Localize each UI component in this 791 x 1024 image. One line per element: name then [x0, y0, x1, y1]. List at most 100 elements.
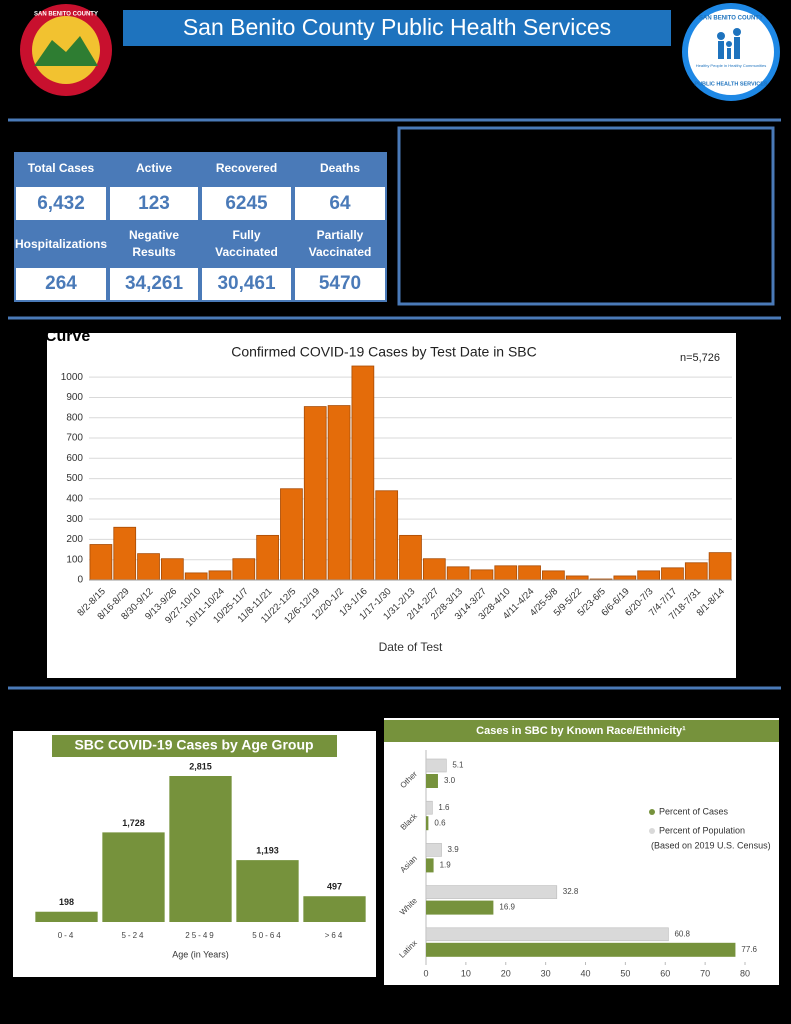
value-label: 0.6: [434, 818, 446, 827]
stat-value: 64: [293, 185, 387, 222]
right-logo-motto: Healthy People in Healthy Communities: [696, 63, 766, 68]
left-logo-text: SAN BENITO COUNTY: [34, 12, 98, 18]
stat-label: Fully Vaccinated: [200, 222, 293, 266]
bar: [351, 365, 375, 581]
bar: [425, 885, 558, 899]
value-label: 5.1: [452, 761, 464, 770]
x-tick-label: >64: [325, 931, 345, 940]
bar: [160, 558, 184, 581]
x-axis-label: Age (in Years): [172, 949, 229, 959]
x-axis-label: Date of Test: [379, 640, 443, 654]
bar: [375, 490, 399, 581]
bar: [256, 534, 279, 581]
value-label: 16.9: [499, 903, 515, 912]
stat-label: Deaths: [293, 152, 387, 185]
value-label: 3.9: [448, 845, 460, 854]
bar: [399, 534, 422, 581]
x-tick-label: 60: [660, 968, 670, 978]
x-tick-label: 80: [740, 968, 750, 978]
bar: [236, 860, 299, 922]
bar: [232, 558, 256, 581]
stat-value: 5470: [293, 266, 387, 302]
right-logo-figures: [717, 28, 741, 59]
value-label: 32.8: [563, 887, 579, 896]
legend-note: (Based on 2019 U.S. Census): [651, 840, 771, 850]
stat-label: Partially Vaccinated: [293, 222, 387, 266]
x-tick-label: 50-64: [252, 931, 282, 940]
stat-value: 34,261: [108, 266, 200, 302]
bar: [169, 776, 232, 922]
stat-value: 30,461: [200, 266, 293, 302]
bar: [303, 896, 366, 922]
value-label: 1,728: [122, 818, 145, 828]
y-tick-label: 700: [66, 433, 83, 444]
bar: [137, 553, 160, 581]
stat-value: 6,432: [14, 185, 108, 222]
x-tick-label: 0: [423, 968, 428, 978]
bar: [518, 565, 541, 581]
bar: [327, 405, 351, 581]
stat-label: Recovered: [200, 152, 293, 185]
bar: [426, 816, 429, 831]
stat-value: 264: [14, 266, 108, 302]
stat-label: Hospitalizations: [14, 222, 108, 266]
bar: [637, 570, 661, 581]
right-logo-bottom: PUBLIC HEALTH SERVICES: [694, 81, 767, 87]
value-label: 2,815: [189, 761, 212, 771]
bar: [494, 565, 518, 581]
race-title-bar: [384, 720, 779, 742]
value-label: 497: [327, 882, 342, 892]
legend-swatch: [649, 809, 655, 815]
stats-table: Total Cases Active Recovered Deaths 6,432 123…: [14, 152, 387, 302]
y-tick-label: 600: [66, 453, 83, 464]
y-tick-label: 200: [66, 534, 83, 545]
value-label: 1,193: [256, 846, 279, 856]
x-tick-label: 70: [700, 968, 710, 978]
value-label: 3.0: [444, 776, 456, 785]
bar: [470, 569, 494, 581]
y-tick-label: 0: [77, 575, 83, 586]
page-title: San Benito County Public Health Services: [183, 14, 611, 40]
x-tick-label: 25-49: [185, 931, 215, 940]
epi-heading: . Curve: [36, 328, 90, 345]
y-tick-label: 900: [66, 392, 83, 403]
y-tick-label: 300: [66, 514, 83, 525]
bar: [280, 488, 303, 581]
bar: [613, 575, 637, 581]
bar: [422, 558, 446, 581]
left-logo-hills: [34, 36, 98, 66]
value-label: 77.6: [741, 945, 757, 954]
stat-label: Negative Results: [108, 222, 200, 266]
bar: [425, 800, 433, 815]
bar: [708, 552, 732, 581]
x-tick-label: 20: [501, 968, 511, 978]
bar: [426, 858, 434, 873]
empty-panel: [397, 126, 775, 306]
bar: [426, 900, 494, 915]
right-logo-top: SAN BENITO COUNTY: [699, 16, 763, 22]
y-tick-label: 800: [66, 412, 83, 423]
bar: [102, 832, 165, 922]
bar: [426, 942, 736, 957]
y-tick-label: 500: [66, 473, 83, 484]
chart-title: Confirmed COVID-19 Cases by Test Date in…: [231, 344, 537, 360]
x-tick-label: 30: [541, 968, 551, 978]
bar: [425, 758, 447, 773]
bar: [208, 570, 232, 581]
y-tick-label: 400: [66, 494, 83, 505]
bar: [113, 526, 137, 581]
y-tick-label: 100: [66, 554, 83, 565]
value-label: 1.6: [438, 803, 450, 812]
bar: [425, 927, 669, 942]
bar: [425, 843, 442, 857]
x-tick-label: 10: [461, 968, 471, 978]
bar: [426, 774, 438, 788]
chart-title: SBC COVID-19 Cases by Age Group: [74, 737, 313, 753]
bar: [89, 544, 113, 581]
stat-label: Total Cases: [14, 152, 108, 185]
bar: [446, 566, 470, 581]
legend-label: Percent of Cases: [659, 806, 729, 816]
value-label: 1.9: [440, 861, 452, 870]
left-logo-inner: [32, 16, 100, 84]
